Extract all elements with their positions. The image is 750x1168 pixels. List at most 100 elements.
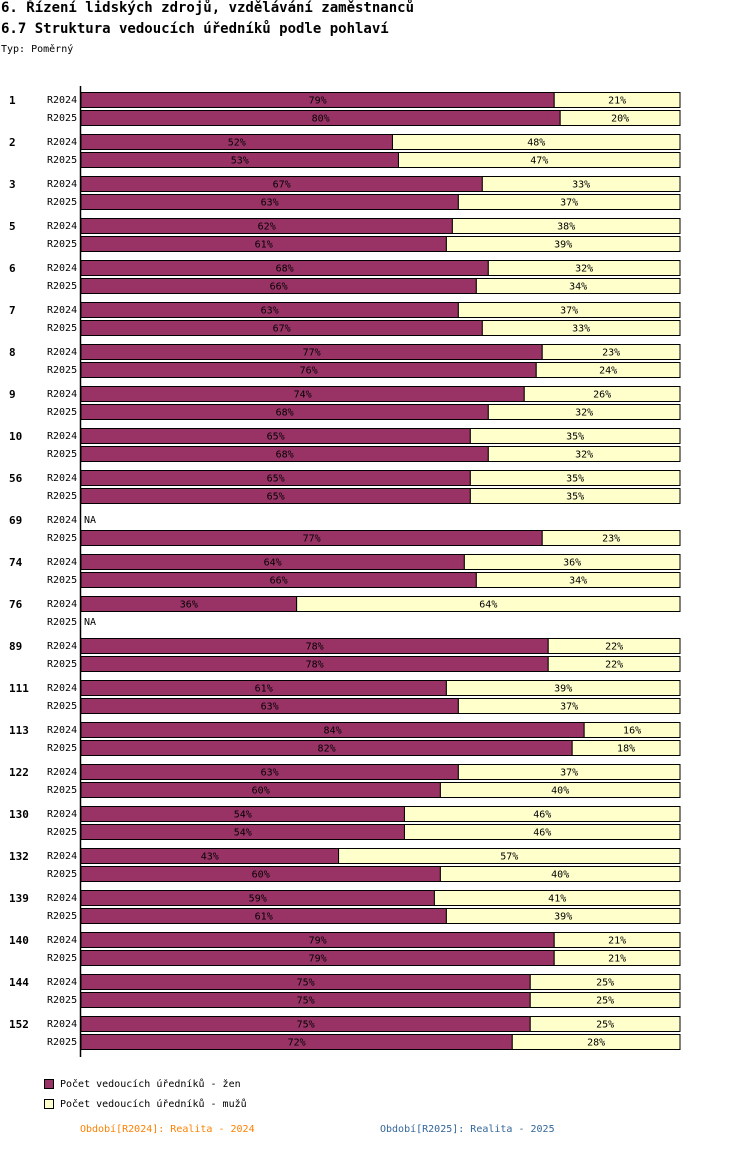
- bar-segment-men: [547, 656, 681, 672]
- bar-segment-men: [559, 110, 681, 126]
- bar-segment-men: [535, 362, 681, 378]
- period-label: R2024: [47, 1019, 77, 1030]
- data-label-men: 32%: [575, 264, 593, 275]
- data-label-women: 61%: [255, 684, 273, 695]
- data-label-men: 34%: [569, 282, 587, 293]
- bar-segment-men: [583, 722, 681, 738]
- data-label-women: 75%: [297, 996, 315, 1007]
- period-label: R2024: [47, 473, 77, 484]
- bar-segment-men: [553, 950, 681, 966]
- data-label-women: 43%: [201, 852, 219, 863]
- period-label: R2025: [47, 1037, 77, 1048]
- page-title: 6. Řízení lidských zdrojů, vzdělávání za…: [1, 0, 415, 16]
- period-label: R2025: [47, 281, 77, 292]
- data-label-women: 79%: [309, 936, 327, 947]
- legend-item-women: Počet vedoucích úředníků - žen: [44, 1079, 241, 1090]
- period-label: R2024: [47, 683, 77, 694]
- data-label-women: 60%: [252, 786, 270, 797]
- data-label-men: 35%: [566, 492, 584, 503]
- bar-segment-men: [439, 866, 681, 882]
- group-label: 140: [9, 934, 29, 947]
- data-label-men: 46%: [533, 828, 551, 839]
- period-label: R2025: [47, 197, 77, 208]
- bar-segment-men: [397, 152, 681, 168]
- data-label-men: 32%: [575, 408, 593, 419]
- data-label-women: 77%: [303, 534, 321, 545]
- data-label-women: 53%: [231, 156, 249, 167]
- period-label: R2024: [47, 431, 77, 442]
- data-label-men: 18%: [617, 744, 635, 755]
- period-label: R2025: [47, 785, 77, 796]
- period-label: R2025: [47, 827, 77, 838]
- data-label-men: 40%: [551, 870, 569, 881]
- data-label-men: 25%: [596, 1020, 614, 1031]
- bar-segment-men: [475, 278, 681, 294]
- data-label-women: 65%: [267, 432, 285, 443]
- period-label: R2025: [47, 491, 77, 502]
- data-label-women: 63%: [261, 306, 279, 317]
- data-label-men: 25%: [596, 978, 614, 989]
- period-label: R2025: [47, 911, 77, 922]
- chart-type-label: Typ: Poměrný: [1, 44, 74, 55]
- bar-segment-men: [481, 320, 681, 336]
- data-label-men: 23%: [602, 348, 620, 359]
- bar-segment-men: [338, 848, 681, 864]
- bar-segment-men: [529, 992, 681, 1008]
- data-label-men: 35%: [566, 474, 584, 485]
- bar-segment-men: [403, 806, 681, 822]
- bar-segment-men: [439, 782, 681, 798]
- period-label: R2024: [47, 263, 77, 274]
- data-label-men: 47%: [530, 156, 548, 167]
- period-label: R2024: [47, 977, 77, 988]
- group-label: 89: [9, 640, 22, 653]
- data-label-women: 76%: [300, 366, 318, 377]
- chart-subtitle: 6.7 Struktura vedoucích úředníků podle p…: [1, 21, 389, 37]
- data-label-men: 21%: [608, 96, 626, 107]
- data-label-women: 74%: [294, 390, 312, 401]
- bar-segment-men: [457, 764, 681, 780]
- bar-segment-men: [469, 470, 681, 486]
- data-label-women: 67%: [273, 324, 291, 335]
- period-label: R2025: [47, 701, 77, 712]
- group-label: 3: [9, 178, 16, 191]
- na-label: NA: [84, 515, 96, 526]
- data-label-women: 66%: [270, 576, 288, 587]
- bar-segment-men: [445, 680, 681, 696]
- period-label: R2025: [47, 953, 77, 964]
- data-label-women: 79%: [309, 954, 327, 965]
- data-label-women: 84%: [324, 726, 342, 737]
- bar-segment-men: [445, 908, 681, 924]
- bar-segment-men: [403, 824, 681, 840]
- period-label: R2025: [47, 407, 77, 418]
- data-label-women: 68%: [276, 408, 294, 419]
- data-label-women: 82%: [318, 744, 336, 755]
- data-label-women: 61%: [255, 912, 273, 923]
- period-label: R2025: [47, 617, 77, 628]
- group-label: 76: [9, 598, 23, 611]
- bar-segment-men: [511, 1034, 681, 1050]
- period-label: R2025: [47, 323, 77, 334]
- period-label: R2025: [47, 869, 77, 880]
- data-label-men: 38%: [557, 222, 575, 233]
- data-label-men: 33%: [572, 324, 590, 335]
- data-label-women: 75%: [297, 978, 315, 989]
- period-label: R2024: [47, 515, 77, 526]
- data-label-men: 37%: [560, 702, 578, 713]
- data-label-women: 67%: [273, 180, 291, 191]
- legend-label-women: Počet vedoucích úředníků - žen: [60, 1079, 241, 1090]
- data-label-women: 66%: [270, 282, 288, 293]
- bar-segment-men: [541, 530, 681, 546]
- bar-segment-men: [457, 194, 681, 210]
- group-label: 69: [9, 514, 22, 527]
- data-label-women: 77%: [303, 348, 321, 359]
- period-label: R2024: [47, 641, 77, 652]
- legend-label-men: Počet vedoucích úředníků - mužů: [60, 1099, 247, 1110]
- data-label-men: 32%: [575, 450, 593, 461]
- legend-item-men: Počet vedoucích úředníků - mužů: [44, 1099, 247, 1110]
- bar-segment-men: [433, 890, 681, 906]
- data-label-women: 65%: [267, 474, 285, 485]
- data-label-women: 54%: [234, 810, 252, 821]
- group-label: 10: [9, 430, 22, 443]
- data-label-men: 24%: [599, 366, 617, 377]
- data-label-men: 40%: [551, 786, 569, 797]
